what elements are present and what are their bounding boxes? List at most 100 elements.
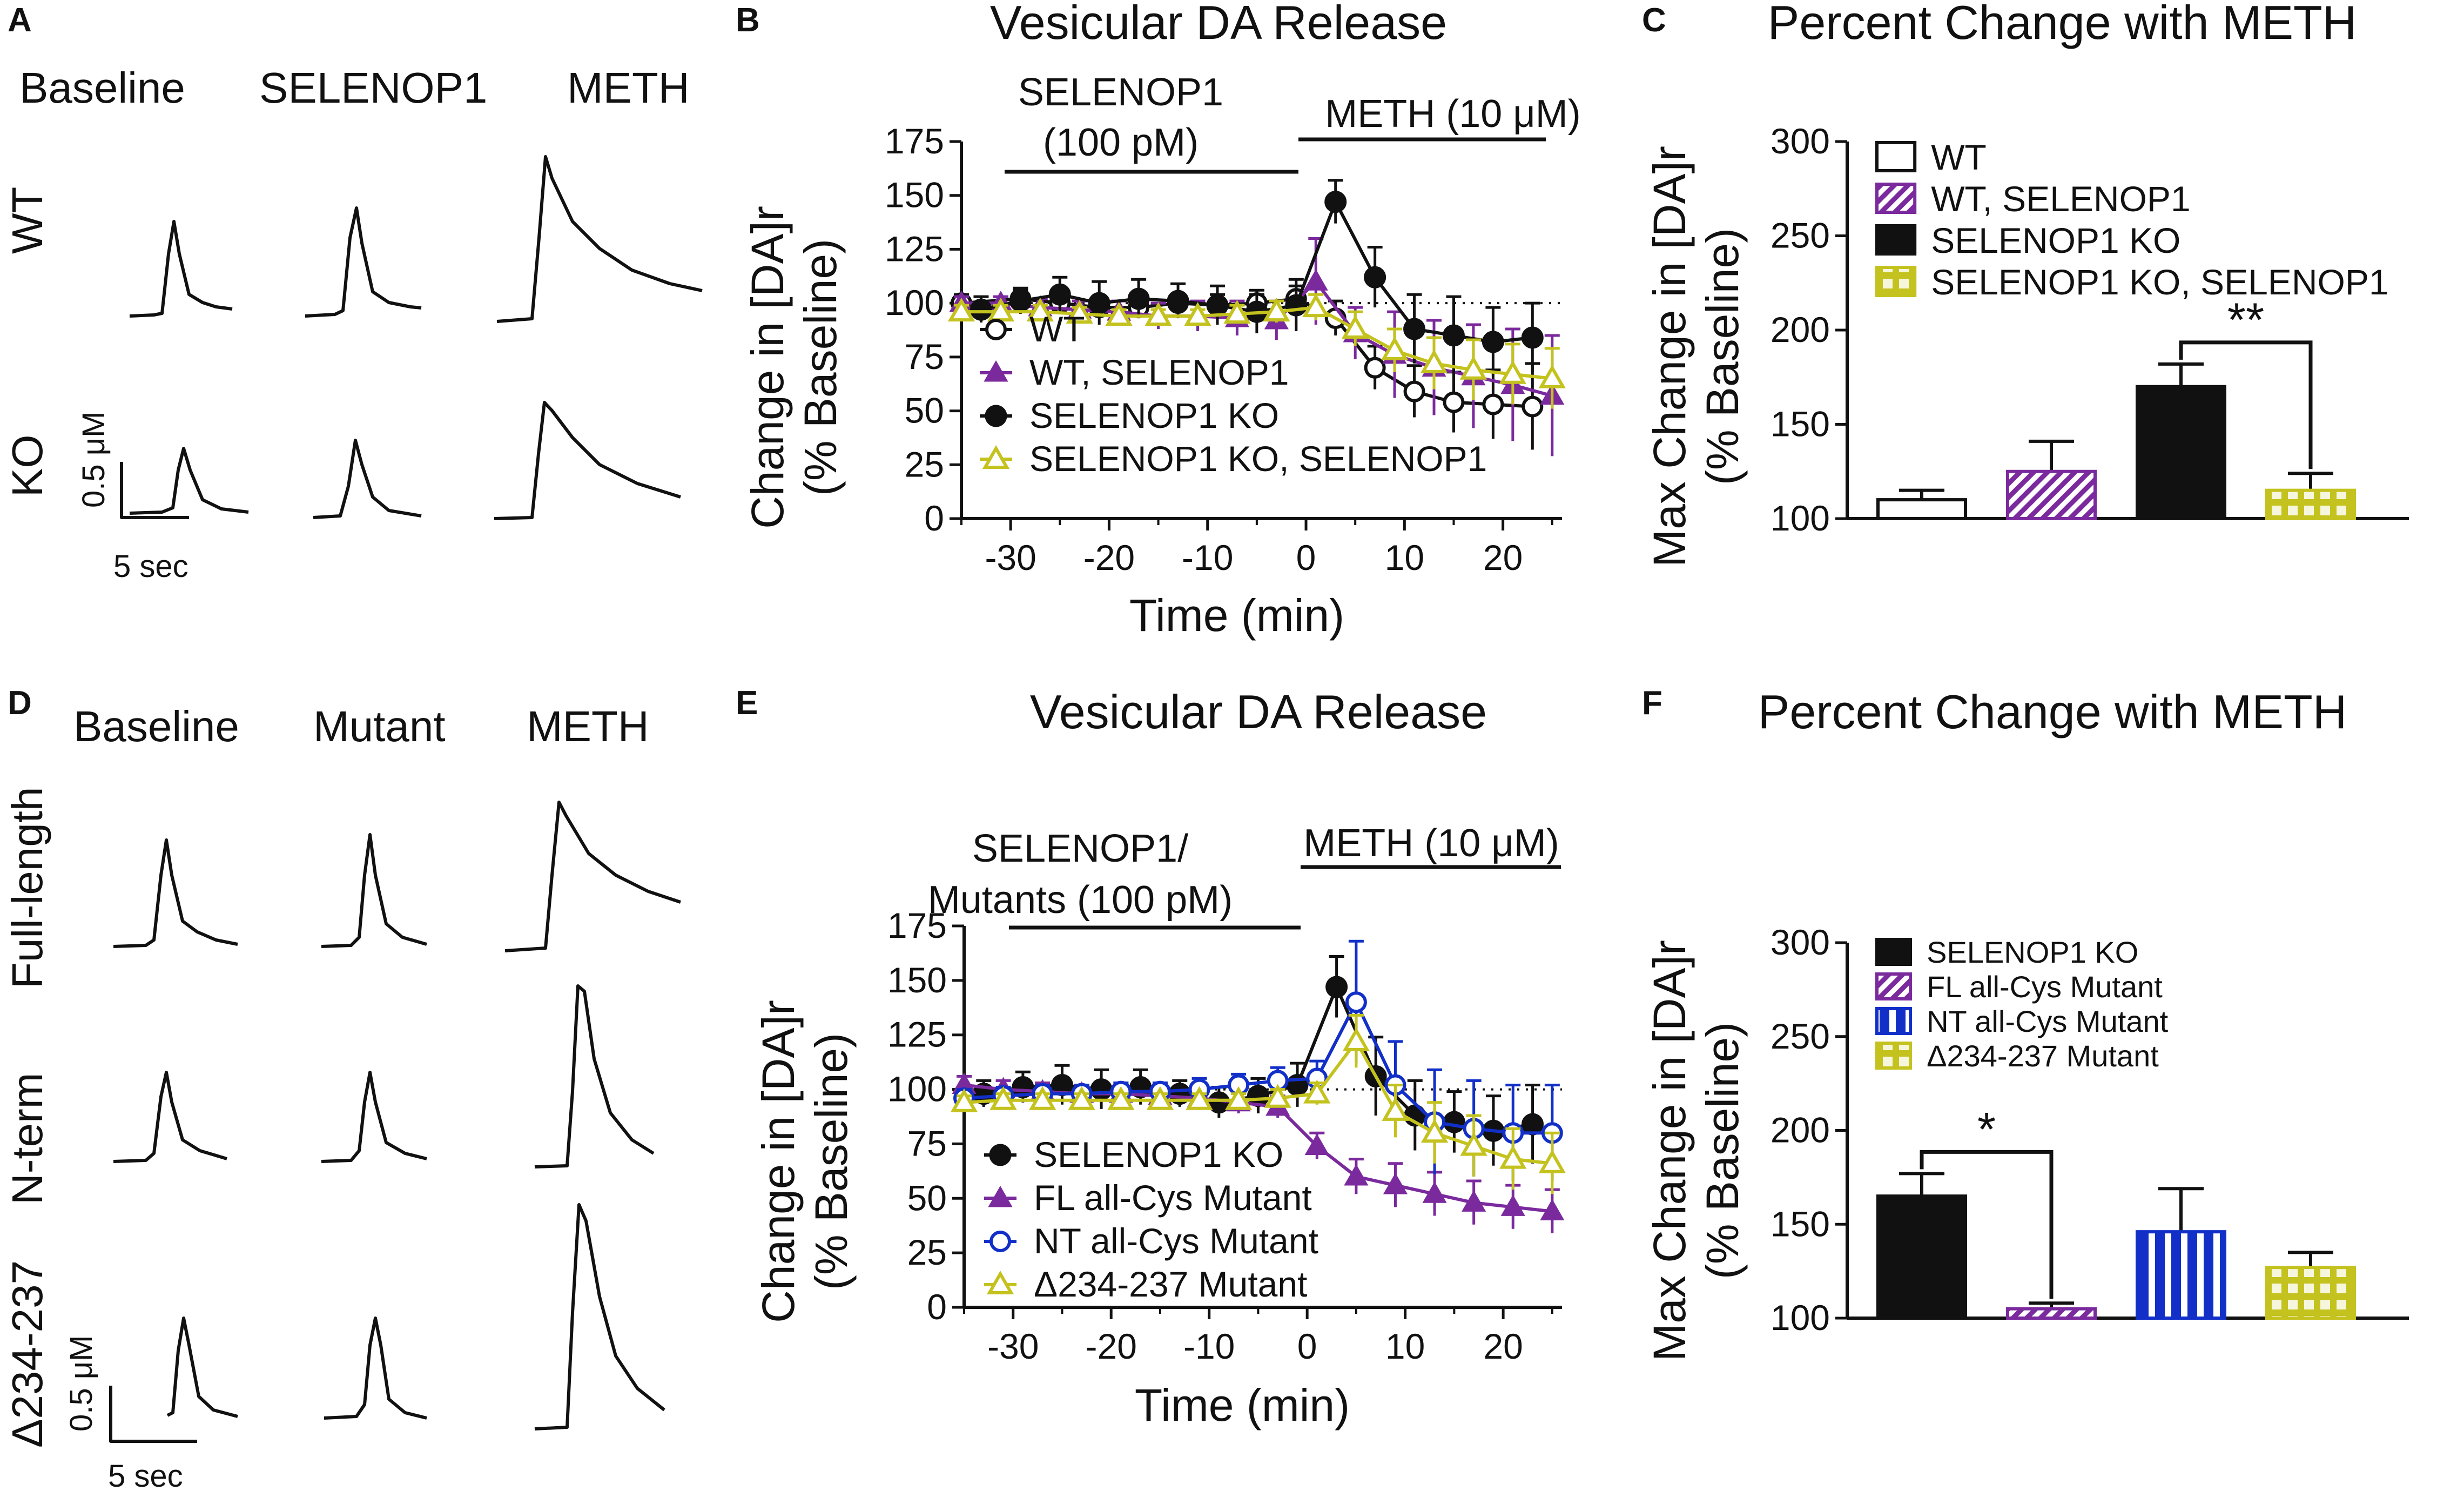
chart-b-ytick-label-100: 100 [885, 283, 944, 323]
chart-b-point-selenop1-ko-2 [1048, 283, 1071, 306]
panel-letter-b: B [736, 2, 760, 39]
trace-nt-mutant [321, 1071, 427, 1163]
chart-e-point-234-237-mutant-7 [1224, 1086, 1253, 1110]
chart-e-point-234-237-mutant-15 [1538, 1149, 1566, 1173]
chart-e-xtick-label--20: -20 [1086, 1326, 1137, 1366]
chart-f-legend-label-nt-all-cys-mutant: NT all-Cys Mutant [1927, 1004, 2169, 1038]
chart-f-significance-bracket [1920, 1150, 2054, 1299]
trace-nt-meth [534, 984, 655, 1168]
chart-e-point-234-237-mutant-1 [989, 1086, 1017, 1110]
chart-b-xtick-label--30: -30 [985, 538, 1036, 577]
chart-e-legend-marker-selenop1-ko [989, 1144, 1012, 1166]
chart-b-point-selenop1-ko-1 [1009, 290, 1032, 312]
scale-label-x-d: 5 sec [108, 1459, 183, 1491]
chart-b-series-selenop1-ko [970, 179, 1544, 377]
col-header-mutant: Mutant [313, 702, 446, 750]
col-header-baseline: Baseline [19, 64, 185, 112]
chart-f-ylabel-2: (% Baseline) [1697, 1022, 1748, 1279]
chart-e-point-234-237-mutant-5 [1146, 1086, 1174, 1110]
chart-c-bar-selenop1-ko-selenop1 [2265, 488, 2356, 521]
chart-e-ylabel-2: (% Baseline) [806, 1033, 857, 1290]
chart-e-legend-label-fl-all-cys-mutant: FL all-Cys Mutant [1034, 1178, 1312, 1218]
trace-wt-meth [496, 155, 703, 323]
chart-f-bar-fl-all-cys-mutant [2006, 1307, 2097, 1320]
chart-b-xtick-label--20: -20 [1083, 538, 1135, 577]
chart-e-ytick-label-150: 150 [887, 960, 947, 1000]
chart-b-point-selenop1-ko-selenop1-5 [1145, 302, 1172, 326]
chart-e-point-234-237-mutant-2 [1029, 1086, 1056, 1110]
chart-b-point-selenop1-ko-4 [1127, 287, 1150, 310]
chart-f-legend-swatch-nt-all-cys-mutant [1875, 1007, 1913, 1035]
trace-nt-baseline [113, 1071, 227, 1163]
chart-c-legend-swatch-wt-selenop1 [1875, 183, 1917, 214]
chart-e-point-234-237-mutant-14 [1499, 1145, 1527, 1169]
panel-f: F Percent Change with METH Max Change in… [1642, 684, 2409, 1361]
chart-e-ytick-label-0: 0 [927, 1287, 947, 1327]
row-label-n-term: N-term [3, 1073, 51, 1205]
chart-e-line-nt-all-cys-mutant [964, 998, 1552, 1135]
panel-letter-e: E [736, 684, 758, 722]
chart-e-ytick-label-100: 100 [887, 1069, 947, 1109]
chart-b-point-selenop1-ko-9 [1324, 191, 1347, 213]
chart-b-ytick-label-75: 75 [905, 337, 944, 377]
panel-c: C Percent Change with METH Max Change in… [1642, 0, 2409, 567]
chart-b-point-selenop1-ko-0 [970, 298, 992, 321]
chart-e-point-234-237-mutant-3 [1068, 1086, 1095, 1110]
chart-b-point-wt-10 [1364, 357, 1386, 379]
chart-b-point-selenop1-ko-12 [1442, 324, 1465, 347]
chart-b-ytick-label-150: 150 [885, 175, 944, 215]
chart-c-title: Percent Change with METH [1768, 0, 2357, 49]
chart-e-ytick-label-50: 50 [907, 1178, 947, 1218]
chart-b-point-selenop1-ko-11 [1403, 318, 1426, 340]
chart-b-series-selenop1-ko-selenop1 [947, 293, 1566, 409]
chart-f-legend-swatch-selenop1-ko [1875, 938, 1913, 966]
chart-b-line-selenop1-ko-selenop1 [961, 306, 1553, 380]
chart-c-significance-bracket [2179, 340, 2313, 469]
chart-e-point-234-237-mutant-10 [1342, 1027, 1370, 1051]
row-label-ko: KO [3, 434, 51, 497]
chart-e-point-234-237-mutant-11 [1382, 1097, 1409, 1121]
treatment1e-label-line2: Mutants (100 pM) [928, 878, 1233, 922]
chart-c-ytick-label-250: 250 [1770, 216, 1830, 256]
chart-f-bar-selenop1-ko [1876, 1194, 1967, 1320]
chart-c-legend-swatch-wt [1875, 141, 1917, 172]
chart-b-legend-marker-wt-selenop1 [984, 360, 1008, 382]
chart-b-point-selenop1-ko-selenop1-1 [987, 298, 1015, 322]
chart-b-ytick-label-25: 25 [905, 444, 944, 484]
chart-f-title: Percent Change with METH [1758, 685, 2347, 738]
panel-e: E Vesicular DA Release SELENOP1/ Mutants… [736, 684, 1566, 1430]
row-label-d234-237: Δ234-237 [3, 1260, 51, 1448]
chart-e-point-fl-all-cys-mutant-10 [1344, 1164, 1369, 1186]
chart-b-ytick-label-125: 125 [885, 229, 944, 268]
chart-b-point-wt-12 [1443, 391, 1465, 413]
chart-b-point-selenop1-ko-selenop1-2 [1026, 298, 1054, 322]
panel-letter-a: A [8, 2, 32, 39]
scale-label-y-d: 0.5 μM [64, 1335, 99, 1432]
trace-ko-baseline [129, 447, 249, 515]
chart-b-point-selenop1-ko-14 [1521, 326, 1544, 349]
chart-f-significance-label: * [1977, 1102, 1996, 1156]
trace-d234-meth [534, 1203, 665, 1430]
chart-f-ytick-label-100: 100 [1770, 1298, 1830, 1338]
chart-c-bar-wt-selenop1 [2006, 469, 2097, 520]
chart-b-point-wt-selenop1-9 [1303, 269, 1328, 291]
chart-b-point-selenop1-ko-selenop1-12 [1420, 349, 1448, 373]
chart-e-plot: 0 25 50 75 100 125 150 175 -30 -20 -10 0 10 20 SELENOP… [887, 905, 1566, 1366]
chart-b-point-selenop1-ko-selenop1-7 [1223, 300, 1251, 324]
chart-b-point-wt-14 [1522, 395, 1544, 418]
trace-d234-baseline [166, 1317, 238, 1418]
chart-b-legend-label-selenop1-ko: SELENOP1 KO [1029, 395, 1279, 435]
chart-e-point-234-237-mutant-0 [950, 1088, 978, 1112]
chart-c-ytick-label-150: 150 [1770, 404, 1830, 444]
chart-f-legend-swatch-fl-all-cys-mutant [1875, 972, 1913, 1000]
chart-e-line-234-237-mutant [964, 1038, 1553, 1165]
chart-b-legend-marker-selenop1-ko-selenop1 [982, 445, 1010, 469]
chart-b-ylabel-1: Change in [DA]r [742, 206, 793, 529]
chart-b-point-selenop1-ko-selenop1-6 [1184, 302, 1211, 326]
scale-bar-a [120, 462, 189, 519]
chart-b-legend-marker-wt [985, 319, 1007, 340]
chart-e-point-234-237-mutant-4 [1107, 1086, 1135, 1110]
chart-b-point-wt-13 [1482, 393, 1504, 415]
chart-b-point-selenop1-ko-selenop1-14 [1499, 360, 1527, 384]
